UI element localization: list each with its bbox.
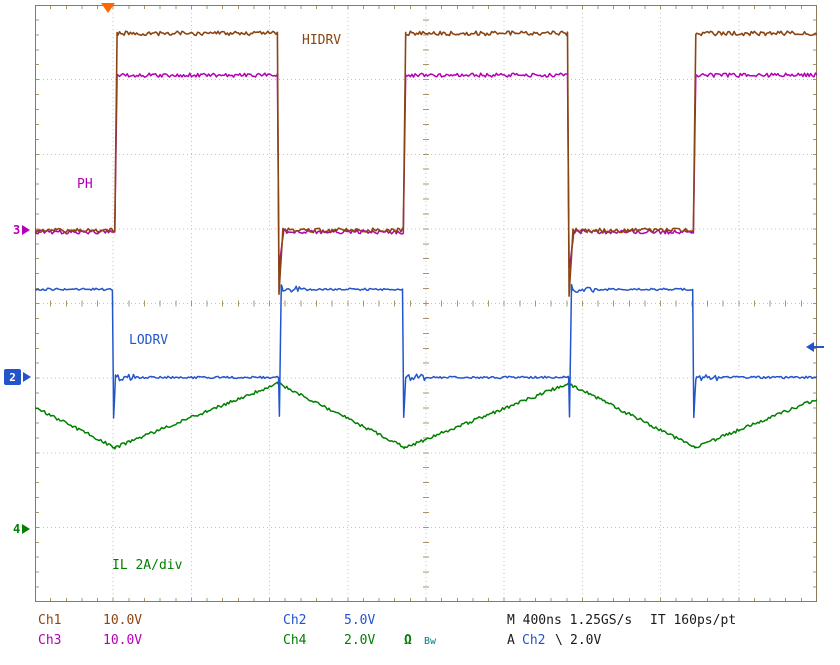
- trace-il: [35, 381, 817, 450]
- ch3-ground-label: 3: [13, 223, 21, 237]
- trigger-position-icon: [101, 3, 115, 13]
- ch2-ground-marker: 2: [4, 369, 31, 385]
- ch3-scale: 10.0V: [103, 633, 143, 648]
- timebase-readout: M 400ns 1.25GS/s: [507, 613, 633, 628]
- il-trace-label: IL 2A/div: [112, 558, 183, 573]
- trace-lodrv: [35, 283, 817, 419]
- waveform-graticule: HIDRV PH LODRV IL 2A/div: [35, 5, 817, 602]
- trigger-mode: A: [507, 633, 515, 648]
- ph-trace-label: PH: [77, 177, 93, 192]
- trigger-position-triangle: [101, 3, 115, 13]
- ch4-scale: 2.0V: [344, 633, 376, 648]
- bandwidth-limit-icon: Bw: [424, 636, 437, 647]
- trace-ph: [35, 72, 817, 273]
- trigger-level-readout: 2.0V: [570, 633, 602, 648]
- ch4-ground-marker: 4: [13, 522, 31, 536]
- interpolation-readout: IT 160ps/pt: [650, 613, 737, 628]
- ch3-ground-marker: 3: [13, 223, 31, 237]
- ch2-ground-arrow-icon: [23, 372, 31, 382]
- readout-row-2: Ch3 10.0V Ch4 2.0V Ω Bw A Ch2 \ 2.0V: [0, 633, 840, 651]
- trace-hidrv: [35, 30, 817, 297]
- ch3-ground-arrow-icon: [22, 225, 31, 235]
- trigger-level-arrow-tail: [814, 346, 824, 348]
- lodrv-trace-label: LODRV: [129, 333, 169, 348]
- ch3-label: Ch3: [38, 633, 62, 648]
- readout-row-1: Ch1 10.0V Ch2 5.0V M 400ns 1.25GS/s IT 1…: [0, 613, 840, 631]
- impedance-icon: Ω: [404, 633, 412, 648]
- ch1-label: Ch1: [38, 613, 62, 628]
- ch1-scale: 10.0V: [103, 613, 143, 628]
- trigger-level-arrow-icon: [806, 342, 814, 352]
- ch2-scale: 5.0V: [344, 613, 376, 628]
- trigger-level-marker: [806, 342, 824, 352]
- trigger-slope-icon: \: [555, 633, 563, 648]
- waveform-plot: [35, 5, 817, 602]
- ch2-label: Ch2: [283, 613, 307, 628]
- hidrv-trace-label: HIDRV: [302, 33, 342, 48]
- ch4-ground-arrow-icon: [22, 524, 31, 534]
- ch4-label: Ch4: [283, 633, 307, 648]
- ch4-ground-label: 4: [13, 522, 21, 536]
- trigger-source: Ch2: [522, 633, 546, 648]
- ch2-ground-label: 2: [4, 369, 21, 385]
